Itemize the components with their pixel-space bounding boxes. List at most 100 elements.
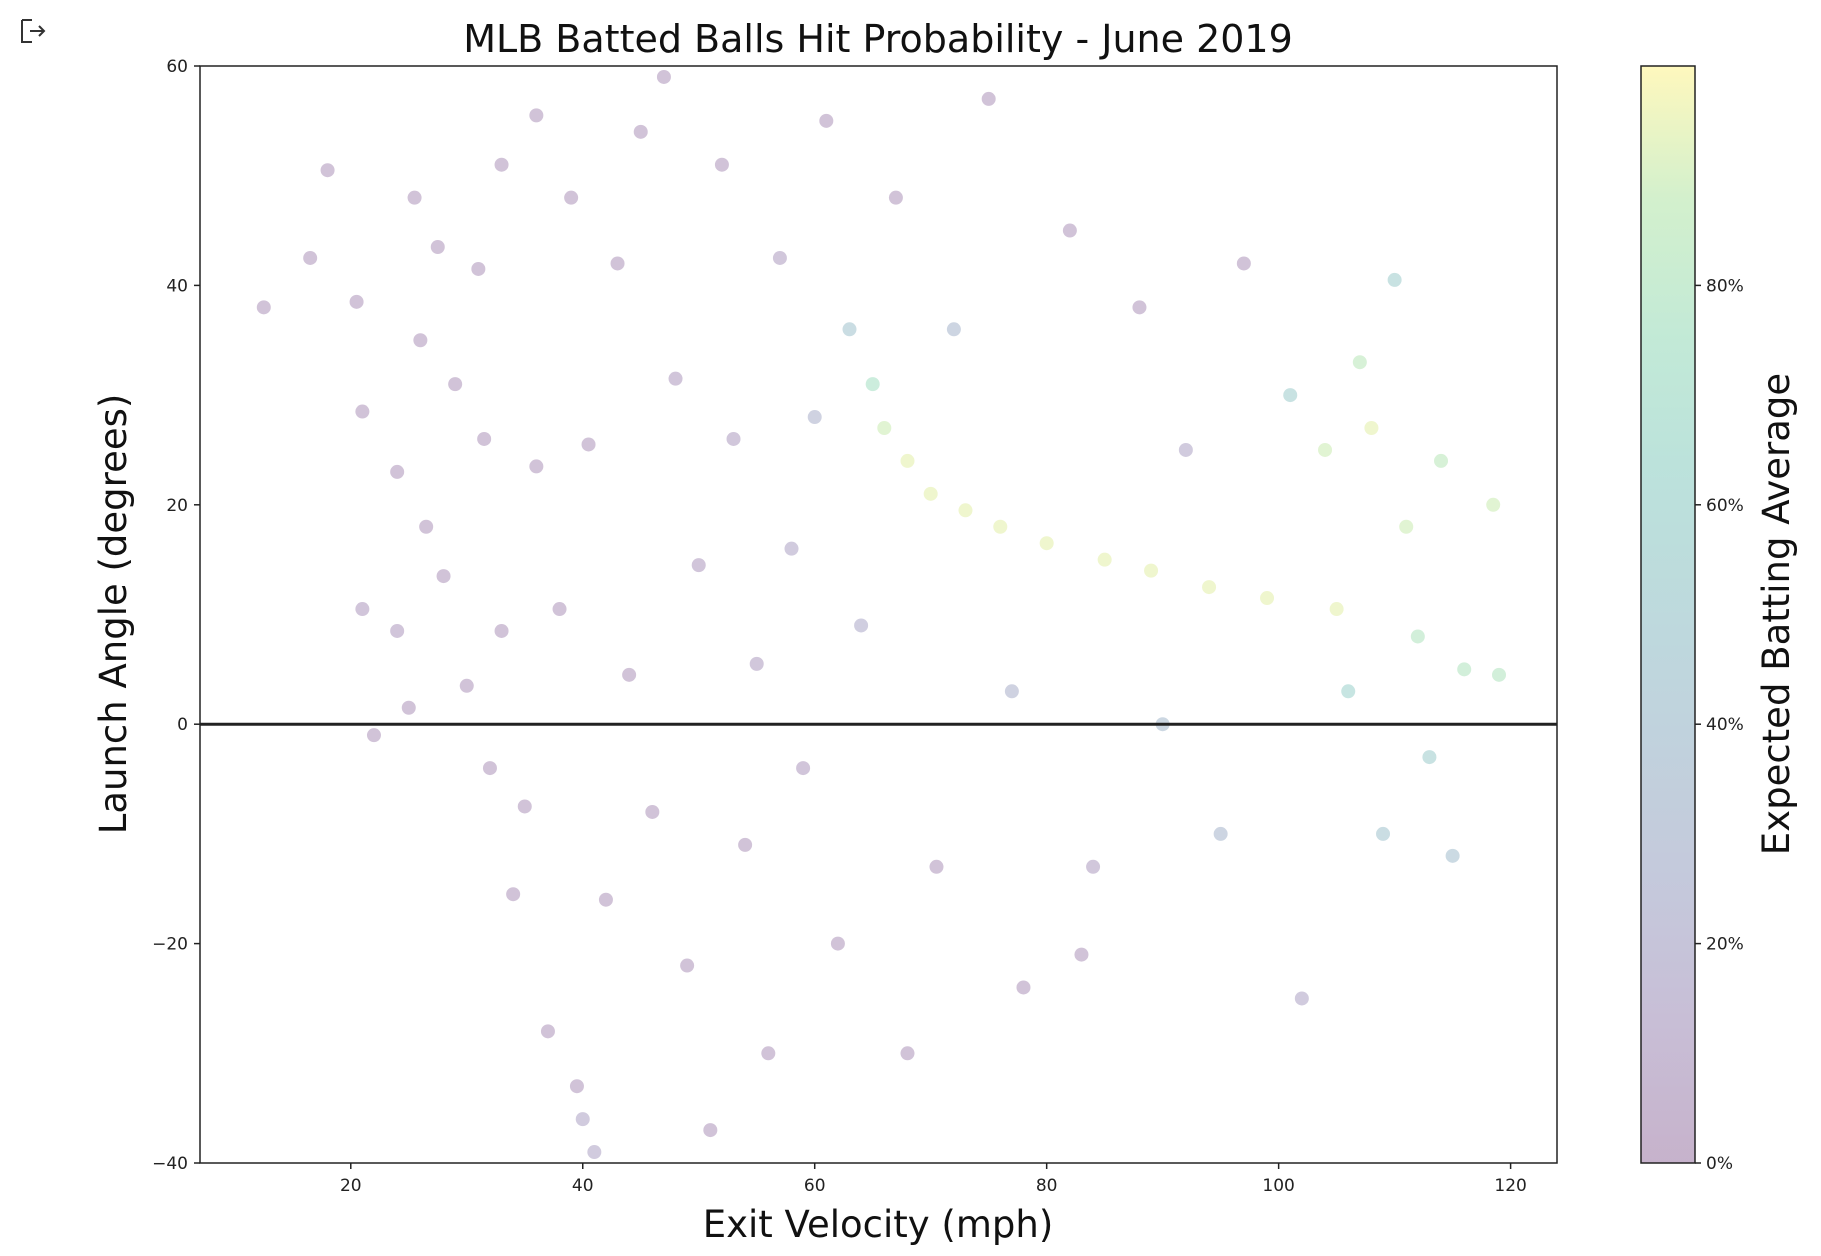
data-point	[303, 250, 318, 265]
colorbar: 0% 20% 40% 60% 80% Expected Batting Average	[1640, 65, 1798, 1174]
data-point	[1410, 629, 1425, 644]
data-point	[448, 377, 463, 392]
data-point	[656, 69, 671, 84]
data-point	[1352, 355, 1367, 370]
data-point	[761, 1046, 776, 1061]
y-tick-label: −40	[152, 1154, 188, 1174]
data-point	[1492, 667, 1507, 682]
data-point	[1399, 519, 1414, 534]
data-point	[1364, 421, 1379, 436]
data-point	[668, 371, 683, 386]
data-point	[888, 190, 903, 205]
data-point	[877, 421, 892, 436]
data-point	[494, 623, 509, 638]
data-point	[598, 892, 613, 907]
data-point	[1144, 563, 1159, 578]
data-point	[355, 602, 370, 617]
data-point	[355, 404, 370, 419]
data-point	[633, 124, 648, 139]
data-point	[807, 410, 822, 425]
data-point	[691, 558, 706, 573]
data-point	[981, 91, 996, 106]
x-tick-label: 80	[1036, 1176, 1058, 1196]
data-point	[1004, 684, 1019, 699]
data-point	[726, 431, 741, 446]
data-point	[830, 936, 845, 951]
data-point	[506, 887, 521, 902]
data-point	[993, 519, 1008, 534]
data-point	[680, 958, 695, 973]
data-point	[1329, 602, 1344, 617]
data-point	[419, 519, 434, 534]
x-tick-label: 60	[804, 1176, 826, 1196]
data-point	[587, 1145, 602, 1160]
data-point	[564, 190, 579, 205]
y-tick-label: 0	[177, 715, 188, 735]
data-point	[714, 157, 729, 172]
data-point	[923, 486, 938, 501]
data-point	[1236, 256, 1251, 271]
x-tick-label: 40	[572, 1176, 594, 1196]
data-point	[842, 322, 857, 337]
colorbar-tick-label: 20%	[1706, 935, 1744, 955]
data-point	[1213, 826, 1228, 841]
data-point	[436, 569, 451, 584]
data-point	[819, 113, 834, 128]
data-point	[1097, 552, 1112, 567]
data-point	[1178, 442, 1193, 457]
data-point	[1294, 991, 1309, 1006]
data-point	[1434, 453, 1449, 468]
data-point	[1445, 848, 1460, 863]
data-point	[1341, 684, 1356, 699]
data-point	[1376, 826, 1391, 841]
data-point	[413, 333, 428, 348]
data-point	[430, 240, 445, 255]
data-point	[407, 190, 422, 205]
data-point	[622, 667, 637, 682]
data-point	[645, 804, 660, 819]
data-point	[703, 1123, 718, 1138]
data-point	[477, 431, 492, 446]
data-point	[796, 761, 811, 776]
data-point	[552, 602, 567, 617]
data-point	[1318, 442, 1333, 457]
data-point	[581, 437, 596, 452]
data-point	[610, 256, 625, 271]
x-tick-label: 100	[1262, 1176, 1294, 1196]
data-point	[575, 1112, 590, 1127]
x-tick-label: 120	[1494, 1176, 1526, 1196]
data-point	[1260, 591, 1275, 606]
plot-area	[199, 65, 1558, 1164]
x-axis-title: Exit Velocity (mph)	[703, 1203, 1054, 1246]
data-point	[390, 464, 405, 479]
y-tick-label: −20	[152, 935, 188, 955]
data-point	[540, 1024, 555, 1039]
y-tick-label: 40	[166, 276, 188, 296]
data-point	[1086, 859, 1101, 874]
data-point	[529, 108, 544, 123]
data-point	[1283, 388, 1298, 403]
data-point	[854, 618, 869, 633]
data-point	[1074, 947, 1089, 962]
colorbar-ticks: 0% 20% 40% 60% 80%	[1695, 276, 1744, 1174]
chart-title: MLB Batted Balls Hit Probability - June …	[463, 17, 1293, 61]
data-point	[749, 656, 764, 671]
data-point	[494, 157, 509, 172]
data-point	[946, 322, 961, 337]
data-point	[349, 294, 364, 309]
colorbar-tick-label: 0%	[1706, 1154, 1733, 1174]
data-point	[569, 1079, 584, 1094]
data-point	[1202, 580, 1217, 595]
data-point	[459, 678, 474, 693]
data-point	[517, 799, 532, 814]
y-tick-label: 20	[166, 496, 188, 516]
data-point	[529, 459, 544, 474]
data-point	[256, 300, 271, 315]
colorbar-gradient	[1640, 65, 1696, 1164]
data-point	[320, 163, 335, 178]
x-tick-label: 20	[340, 1176, 362, 1196]
data-point	[958, 503, 973, 518]
data-point	[1457, 662, 1472, 677]
data-point	[366, 728, 381, 743]
